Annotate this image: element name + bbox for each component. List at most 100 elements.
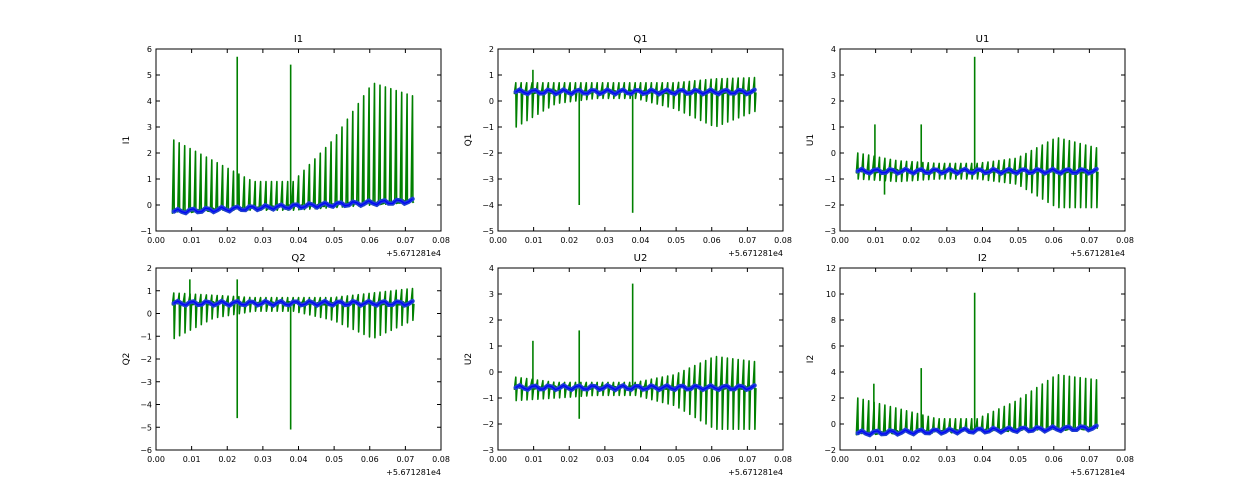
y-tick-label: 4 [489, 264, 494, 273]
x-tick-label: 0.06 [1045, 236, 1063, 245]
subplot-title: U2 [634, 253, 648, 264]
y-tick-label: 0 [147, 201, 152, 210]
x-tick-label: 0.08 [432, 455, 450, 464]
x-tick-label: 0.07 [1080, 455, 1098, 464]
y-tick-label: 4 [831, 45, 836, 54]
x-tick-label: 0.08 [774, 236, 792, 245]
y-tick-label: −5 [482, 227, 494, 236]
axes-frame [497, 48, 784, 232]
data-series [171, 82, 415, 214]
data-series [855, 374, 1099, 436]
axes-frame [497, 267, 784, 451]
data-series [513, 76, 757, 128]
x-tick-label: 0.00 [489, 455, 507, 464]
x-offset-label: +5.671281e4 [386, 468, 441, 477]
x-tick-label: 0.05 [1009, 455, 1027, 464]
x-tick-label: 0.04 [974, 236, 992, 245]
x-tick-label: 0.05 [325, 455, 343, 464]
y-tick-label: −3 [482, 175, 494, 184]
subplot-u2: U2 U2 0.00 0.01 0.02 0.03 0.04 0.05 0.06 0.07 0.08… [464, 253, 792, 477]
y-tick-label: 6 [831, 342, 836, 351]
subplot-title: Q2 [291, 253, 305, 264]
x-tick-label: 0.03 [938, 236, 956, 245]
x-tick-label: 0.04 [632, 455, 650, 464]
axes-frame [155, 267, 442, 451]
data-series [171, 287, 415, 340]
y-tick-label: 2 [489, 316, 494, 325]
y-tick-label: 2 [147, 149, 152, 158]
x-tick-label: 0.05 [667, 236, 685, 245]
y-tick-label: −2 [482, 149, 494, 158]
y-tick-label: 0 [831, 420, 836, 429]
y-tick-label: 0 [147, 310, 152, 319]
y-tick-label: 1 [831, 123, 836, 132]
y-tick-label: −6 [140, 446, 152, 455]
subplot-title: U1 [976, 34, 990, 45]
x-tick-label: 0.03 [596, 455, 614, 464]
x-tick-label: 0.01 [525, 455, 543, 464]
x-tick-label: 0.07 [1080, 236, 1098, 245]
y-tick-label: 4 [831, 368, 836, 377]
y-tick-label: −2 [824, 446, 836, 455]
subplot-title: I2 [978, 253, 987, 264]
x-tick-label: 0.04 [290, 455, 308, 464]
x-tick-label: 0.05 [667, 455, 685, 464]
model-line [173, 198, 413, 214]
x-tick-label: 0.08 [1116, 236, 1134, 245]
x-tick-label: 0.01 [867, 236, 885, 245]
y-axis-label: Q1 [464, 134, 474, 147]
model-line [515, 88, 755, 95]
y-tick-label: −1 [140, 227, 152, 236]
subplot-i1: I1 I1 0.00 0.01 0.02 0.03 0.04 0.05 0.06 0.07 0.08… [122, 34, 450, 258]
y-tick-label: 1 [489, 342, 494, 351]
x-tick-label: 0.07 [396, 236, 414, 245]
y-axis-label: U2 [464, 353, 474, 365]
x-tick-label: 0.02 [902, 455, 920, 464]
x-tick-label: 0.04 [974, 455, 992, 464]
subplot-title: Q1 [633, 34, 647, 45]
x-tick-label: 0.06 [1045, 455, 1063, 464]
x-offset-label: +5.671281e4 [1070, 468, 1125, 477]
y-tick-label: 6 [147, 45, 152, 54]
x-tick-label: 0.02 [560, 455, 578, 464]
x-tick-label: 0.04 [290, 236, 308, 245]
subplot-i2: I2 I2 0.00 0.01 0.02 0.03 0.04 0.05 0.06 0.07 0.08… [806, 253, 1134, 477]
y-tick-label: 8 [831, 316, 836, 325]
y-tick-label: 4 [147, 97, 152, 106]
x-tick-label: 0.05 [1009, 236, 1027, 245]
y-tick-label: 2 [147, 264, 152, 273]
y-tick-label: 2 [489, 45, 494, 54]
y-tick-label: −3 [482, 446, 494, 455]
x-offset-label: +5.671281e4 [1070, 249, 1125, 258]
y-tick-label: −2 [140, 355, 152, 364]
x-tick-label: 0.02 [902, 236, 920, 245]
x-tick-label: 0.03 [938, 455, 956, 464]
x-offset-label: +5.671281e4 [728, 468, 783, 477]
y-tick-label: 1 [147, 175, 152, 184]
y-tick-label: 1 [489, 71, 494, 80]
y-tick-label: −4 [140, 401, 152, 410]
x-tick-label: 0.00 [147, 236, 165, 245]
y-tick-label: 5 [147, 71, 152, 80]
subplot-q1: Q1 Q1 0.00 0.01 0.02 0.03 0.04 0.05 0.06 0.07 0.08… [464, 34, 792, 258]
data-series [855, 137, 1099, 209]
model-line [515, 384, 755, 391]
y-tick-label: 2 [831, 97, 836, 106]
x-offset-label: +5.671281e4 [728, 249, 783, 258]
subplot-title: I1 [294, 34, 303, 45]
x-tick-label: 0.00 [147, 455, 165, 464]
x-tick-label: 0.02 [218, 236, 236, 245]
x-tick-label: 0.06 [361, 455, 379, 464]
y-axis-label: U1 [806, 134, 816, 146]
x-tick-label: 0.01 [525, 236, 543, 245]
y-tick-label: −4 [482, 201, 494, 210]
y-tick-label: 3 [147, 123, 152, 132]
y-tick-label: 3 [489, 290, 494, 299]
x-tick-label: 0.00 [831, 236, 849, 245]
x-tick-label: 0.06 [703, 236, 721, 245]
y-tick-label: 1 [147, 287, 152, 296]
x-tick-label: 0.00 [831, 455, 849, 464]
model-line [173, 300, 413, 307]
y-tick-label: 0 [489, 368, 494, 377]
